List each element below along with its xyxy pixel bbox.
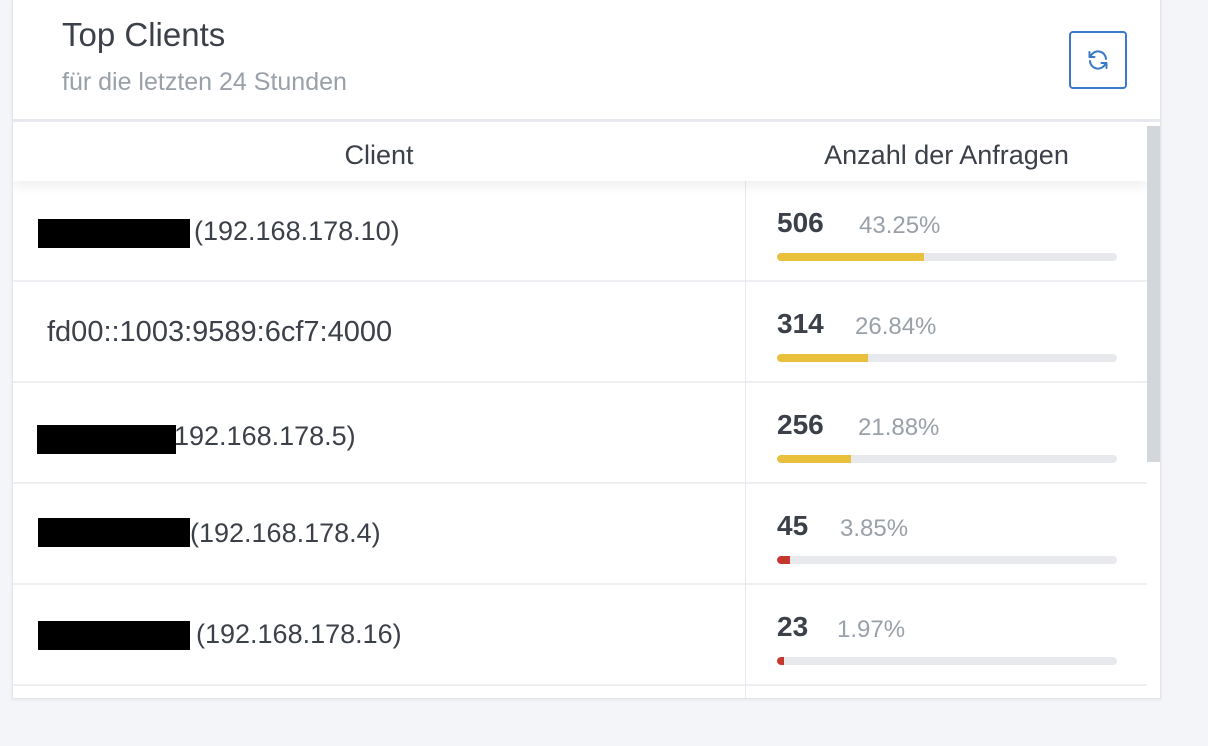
request-count: 256 xyxy=(777,409,824,440)
client-cell: (192.168.178.16) xyxy=(13,585,745,684)
progress-fill xyxy=(777,657,784,665)
request-count-cell: 506 43.25% xyxy=(777,181,1117,280)
card-title: Top Clients xyxy=(62,16,226,53)
table-row[interactable]: (192.168.178.16) 23 1.97% xyxy=(13,585,1147,686)
progress-fill xyxy=(777,253,925,261)
progress-fill xyxy=(777,556,791,564)
table-row[interactable]: 192.168.178.5) 256 21.88% xyxy=(13,383,1147,484)
redacted-hostname xyxy=(38,518,190,547)
client-address: (192.168.178.16) xyxy=(196,619,402,649)
request-count-cell: 23 1.97% xyxy=(777,585,1117,684)
refresh-icon xyxy=(1088,50,1108,70)
client-cell: 192.168.178.5) xyxy=(13,383,745,482)
client-address: (192.168.178.10) xyxy=(194,216,400,246)
request-count-cell: 314 26.84% xyxy=(777,282,1117,381)
redacted-hostname xyxy=(38,219,190,248)
request-percent: 3.85% xyxy=(840,515,909,542)
client-cell: (192.168.178.10) xyxy=(13,181,745,280)
table-row[interactable]: (192.168.178.4) 45 3.85% xyxy=(13,484,1147,585)
card-header: Top Clients für die letzten 24 Stunden xyxy=(13,0,1160,122)
redacted-hostname xyxy=(38,621,190,650)
request-count-cell: 45 3.85% xyxy=(777,484,1117,583)
request-percent: 21.88% xyxy=(858,414,940,441)
scrollbar[interactable] xyxy=(1147,126,1160,462)
client-address: 192.168.178.5) xyxy=(174,421,356,451)
card-subtitle: für die letzten 24 Stunden xyxy=(62,68,347,96)
client-address: fd00::1003:9589:6cf7:4000 xyxy=(47,316,393,348)
progress-bar xyxy=(777,253,1117,261)
progress-fill xyxy=(777,354,869,362)
table-row[interactable]: (192.168.178.10) 506 43.25% xyxy=(13,181,1147,282)
progress-bar xyxy=(777,556,1117,564)
progress-bar xyxy=(777,354,1117,362)
request-percent: 26.84% xyxy=(855,313,937,340)
refresh-button[interactable] xyxy=(1069,31,1127,89)
client-cell: fd00::1003:9589:6cf7:4000 xyxy=(13,282,745,381)
request-count: 314 xyxy=(777,308,824,339)
column-divider xyxy=(745,126,746,698)
request-count-cell: 256 21.88% xyxy=(777,383,1117,482)
request-percent: 1.97% xyxy=(837,616,906,643)
client-cell: (192.168.178.4) xyxy=(13,484,745,583)
progress-bar xyxy=(777,455,1117,463)
table-header: Client Anzahl der Anfragen xyxy=(13,126,1147,181)
request-percent: 43.25% xyxy=(859,212,941,239)
request-count: 45 xyxy=(777,510,809,541)
request-count: 506 xyxy=(777,207,824,238)
table-row[interactable]: fd00::1003:9589:6cf7:4000 314 26.84% xyxy=(13,282,1147,383)
column-header-requests[interactable]: Anzahl der Anfragen xyxy=(824,140,1069,170)
request-count: 23 xyxy=(777,611,809,642)
top-clients-card: Top Clients für die letzten 24 Stunden C… xyxy=(12,0,1161,699)
progress-fill xyxy=(777,455,852,463)
client-address: (192.168.178.4) xyxy=(190,518,381,548)
redacted-hostname xyxy=(37,425,176,454)
progress-bar xyxy=(777,657,1117,665)
column-header-client[interactable]: Client xyxy=(344,140,414,170)
table-body: (192.168.178.10) 506 43.25% fd00::1003:9… xyxy=(13,181,1147,686)
